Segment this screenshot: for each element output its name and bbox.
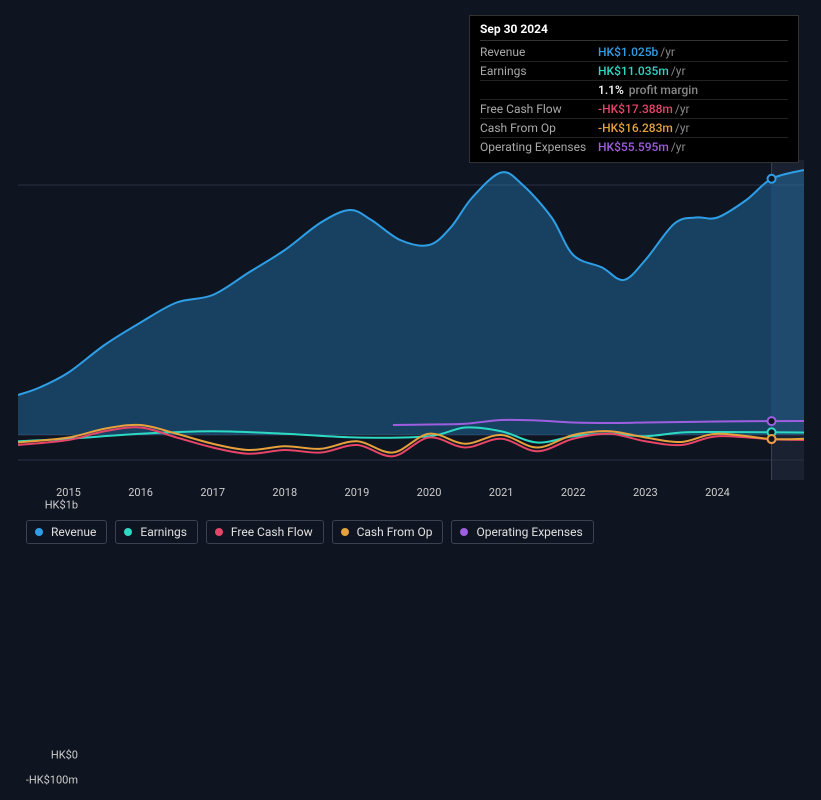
- tooltip-row: Operating ExpensesHK$55.595m/yr: [480, 138, 788, 156]
- tooltip-row-value: 1.1% profit margin: [598, 83, 698, 97]
- legend-dot-icon: [215, 528, 223, 536]
- x-tick-label: 2017: [200, 486, 225, 499]
- legend-dot-icon: [460, 528, 468, 536]
- data-tooltip: Sep 30 2024 RevenueHK$1.025b/yrEarningsH…: [469, 15, 799, 163]
- y-tick-label: HK$0: [51, 749, 78, 762]
- tooltip-row-value: HK$11.035m/yr: [598, 64, 686, 78]
- legend-label: Earnings: [140, 525, 187, 539]
- x-tick-label: 2022: [561, 486, 586, 499]
- tooltip-row: Free Cash Flow-HK$17.388m/yr: [480, 100, 788, 119]
- y-tick-label: HK$1b: [45, 499, 78, 512]
- chart-plot: [18, 160, 804, 480]
- tooltip-row-value: HK$1.025b/yr: [598, 45, 675, 59]
- legend-dot-icon: [341, 528, 349, 536]
- legend-label: Cash From Op: [357, 525, 433, 539]
- legend-label: Free Cash Flow: [231, 525, 313, 539]
- legend-label: Operating Expenses: [476, 525, 582, 539]
- legend-item[interactable]: Earnings: [115, 520, 198, 544]
- x-tick-label: 2015: [56, 486, 81, 499]
- x-tick-label: 2023: [633, 486, 658, 499]
- x-tick-label: 2021: [489, 486, 514, 499]
- legend-item[interactable]: Operating Expenses: [451, 520, 593, 544]
- x-tick-label: 2024: [705, 486, 730, 499]
- tooltip-row: RevenueHK$1.025b/yr: [480, 43, 788, 62]
- legend-label: Revenue: [51, 525, 96, 539]
- earnings-chart[interactable]: HK$1bHK$0-HK$100m 2015201620172018201920…: [18, 160, 804, 480]
- legend-dot-icon: [124, 528, 132, 536]
- x-tick-label: 2018: [272, 486, 297, 499]
- x-tick-label: 2019: [345, 486, 370, 499]
- tooltip-row-value: -HK$16.283m/yr: [598, 121, 690, 135]
- tooltip-row-label: Cash From Op: [480, 121, 598, 135]
- tooltip-row-label: Free Cash Flow: [480, 102, 598, 116]
- tooltip-row-label: Operating Expenses: [480, 140, 598, 154]
- tooltip-row-label: [480, 83, 598, 97]
- legend-item[interactable]: Cash From Op: [332, 520, 444, 544]
- tooltip-row: Cash From Op-HK$16.283m/yr: [480, 119, 788, 138]
- tooltip-row-label: Revenue: [480, 45, 598, 59]
- x-tick-label: 2016: [128, 486, 153, 499]
- x-tick-label: 2020: [417, 486, 442, 499]
- legend-item[interactable]: Revenue: [26, 520, 107, 544]
- tooltip-row-value: -HK$17.388m/yr: [598, 102, 690, 116]
- tooltip-row: EarningsHK$11.035m/yr: [480, 62, 788, 81]
- legend-dot-icon: [35, 528, 43, 536]
- tooltip-row-value: HK$55.595m/yr: [598, 140, 686, 154]
- tooltip-row: 1.1% profit margin: [480, 81, 788, 100]
- legend-item[interactable]: Free Cash Flow: [206, 520, 324, 544]
- y-tick-label: -HK$100m: [26, 774, 78, 787]
- legend: Revenue Earnings Free Cash Flow Cash From O…: [26, 520, 594, 544]
- tooltip-row-label: Earnings: [480, 64, 598, 78]
- tooltip-date: Sep 30 2024: [480, 22, 788, 41]
